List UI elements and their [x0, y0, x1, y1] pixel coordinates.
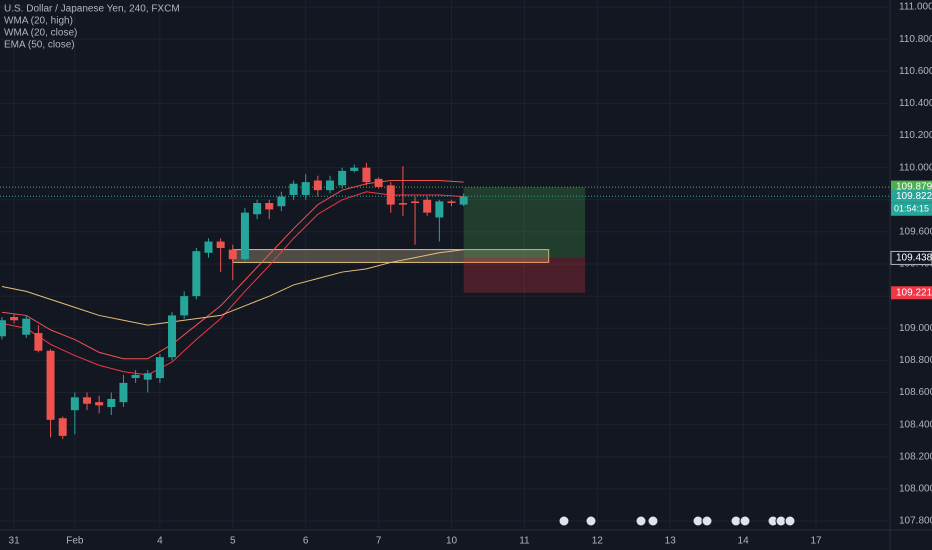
- legend-entry: WMA (20, high): [4, 16, 73, 27]
- candle-body: [289, 183, 298, 195]
- y-tick-label: 108.200: [899, 451, 932, 462]
- candle-body: [46, 350, 55, 420]
- y-tick-label: 110.000: [899, 162, 932, 173]
- candle-body: [0, 320, 6, 337]
- x-tick-label: 12: [592, 536, 604, 547]
- candle-body: [374, 178, 383, 187]
- candle-body: [228, 249, 237, 260]
- candle-body: [107, 398, 116, 407]
- price-label: 109.822: [896, 191, 932, 202]
- target-zone: [463, 187, 586, 258]
- candle-body: [168, 315, 177, 358]
- candle-body: [131, 374, 140, 379]
- x-tick-label: Feb: [66, 536, 84, 547]
- candle-body: [325, 180, 334, 191]
- candle-body: [70, 397, 79, 411]
- candle-body: [155, 357, 164, 379]
- y-tick-label: 109.000: [899, 323, 932, 334]
- countdown-bg: [891, 202, 932, 216]
- price-label: 109.438: [896, 253, 932, 264]
- candle-body: [22, 318, 31, 335]
- candle-body: [216, 241, 225, 248]
- y-tick-label: 108.800: [899, 355, 932, 366]
- candle-body: [204, 241, 213, 253]
- x-tick-label: 13: [665, 536, 677, 547]
- candle-body: [240, 212, 249, 260]
- candle-body: [10, 317, 19, 321]
- y-tick-label: 107.800: [899, 516, 932, 527]
- candle-body: [338, 170, 347, 186]
- y-tick-label: 108.600: [899, 387, 932, 398]
- candle-body: [411, 201, 420, 204]
- y-tick-label: 111.000: [899, 2, 932, 13]
- price-label: 109.879: [896, 182, 932, 193]
- candle-body: [119, 382, 128, 403]
- legend-entry: EMA (50, close): [4, 40, 75, 51]
- candle-body: [447, 201, 456, 204]
- y-tick-label: 110.200: [899, 130, 932, 141]
- y-tick-label: 109.600: [899, 227, 932, 238]
- price-label-bg: [890, 250, 932, 265]
- y-tick-label: 108.000: [899, 484, 932, 495]
- x-tick-label: 31: [9, 536, 21, 547]
- x-tick-label: 10: [446, 536, 458, 547]
- candle-body: [253, 203, 262, 215]
- candle-body: [277, 196, 286, 207]
- x-tick-label: 5: [230, 536, 236, 547]
- countdown: 01:54:15: [894, 204, 929, 214]
- indicator-line: [1, 191, 464, 376]
- candle-body: [398, 203, 407, 205]
- candle-body: [423, 199, 432, 213]
- price-label-bg: [891, 286, 932, 300]
- x-tick-label: 11: [519, 536, 530, 547]
- candle-body: [58, 418, 67, 436]
- x-tick-label: 6: [303, 536, 309, 547]
- y-tick-label: 110.400: [899, 98, 932, 109]
- candle-body: [435, 201, 444, 218]
- legend-entry: WMA (20, close): [4, 28, 77, 39]
- candle-body: [34, 333, 43, 351]
- y-tick-label: 110.600: [899, 66, 932, 77]
- candle-body: [386, 185, 395, 205]
- candle-body: [362, 167, 371, 183]
- candle-body: [82, 397, 91, 404]
- candle-body: [192, 251, 201, 297]
- candle-body: [459, 196, 468, 205]
- x-tick-label: 4: [157, 536, 163, 547]
- candle-body: [95, 402, 104, 406]
- candle-body: [143, 373, 152, 380]
- x-tick-label: 14: [738, 536, 750, 547]
- price-label-bg: [891, 189, 932, 203]
- indicator-line: [1, 180, 464, 360]
- stop-zone: [463, 257, 586, 293]
- x-tick-label: 17: [810, 536, 822, 547]
- candle-body: [180, 296, 189, 316]
- y-tick-label: 110.800: [899, 34, 932, 45]
- candle-body: [350, 167, 359, 171]
- candle-body: [265, 203, 274, 210]
- candle-body: [313, 180, 322, 191]
- x-tick-label: 7: [376, 536, 382, 547]
- price-label: 109.221: [896, 287, 932, 298]
- chart-title: U.S. Dollar / Japanese Yen, 240, FXCM: [4, 4, 180, 15]
- event-icons: [558, 515, 796, 527]
- indicator-line: [1, 249, 464, 326]
- candle-body: [301, 182, 310, 195]
- y-tick-label: 108.400: [899, 419, 932, 430]
